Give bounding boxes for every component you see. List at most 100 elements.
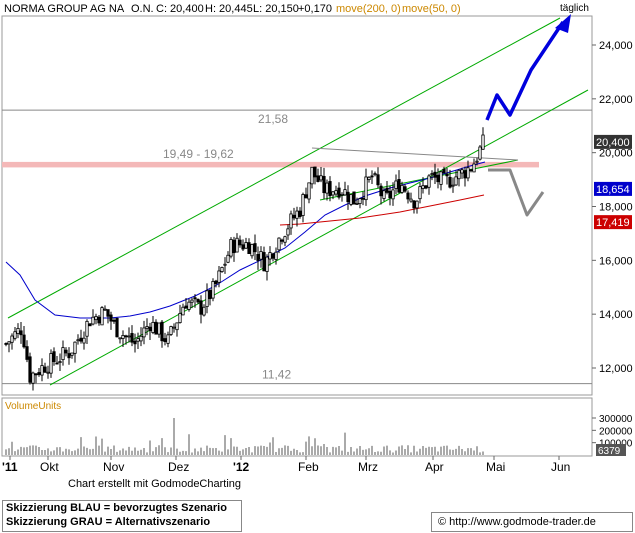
candle-body xyxy=(223,263,227,266)
candle-body xyxy=(160,321,164,342)
candle-body xyxy=(151,321,155,333)
candle-body xyxy=(208,289,212,300)
candle-body xyxy=(34,373,38,376)
candle-body xyxy=(82,337,86,344)
candle-body xyxy=(25,346,29,360)
resistance-zone xyxy=(2,161,539,168)
candle-body xyxy=(328,181,332,197)
y-tick-label: 14,000 xyxy=(599,309,633,321)
candle-body xyxy=(106,309,110,317)
change-value: +0,170 xyxy=(298,3,332,15)
y-tick-label: 18,000 xyxy=(599,202,633,214)
volume-tick-label: 300000 xyxy=(599,414,633,425)
ma50-line xyxy=(5,161,486,319)
x-tick-label: Okt xyxy=(40,460,59,474)
triangle-upper xyxy=(311,147,519,161)
candle-body xyxy=(481,134,485,150)
candle-body xyxy=(415,200,419,209)
y-tick-label: 24,000 xyxy=(599,40,633,52)
candle-body xyxy=(361,197,365,200)
candle-body xyxy=(349,194,353,205)
candle-body xyxy=(169,326,173,335)
chart-credit: Chart erstellt mit GodmodeCharting xyxy=(68,478,242,490)
candle-body xyxy=(202,306,206,316)
candle-body xyxy=(226,254,230,263)
candle-body xyxy=(463,170,467,179)
candle-body xyxy=(331,191,335,196)
candle-body xyxy=(166,334,170,344)
candle-body xyxy=(277,237,281,251)
candle-body xyxy=(304,194,308,199)
x-tick-label: Dez xyxy=(168,460,189,474)
candle-body xyxy=(448,176,452,188)
candle-body xyxy=(19,330,23,336)
ma200-label: move(200, 0) xyxy=(336,3,401,15)
candle-body xyxy=(31,372,35,384)
source-url[interactable]: http://www.godmode-trader.de xyxy=(449,516,596,528)
candle-body xyxy=(127,335,131,338)
candle-body xyxy=(370,175,374,178)
source-link[interactable]: © http://www.godmode-trader.de xyxy=(431,512,633,532)
blue-scenario-arrowhead xyxy=(555,14,571,33)
level-label-resistance: 19,49 - 19,62 xyxy=(163,147,234,161)
candle-body xyxy=(385,187,389,193)
candle-body xyxy=(334,190,338,195)
candle-body xyxy=(61,347,65,361)
candle-body xyxy=(355,203,359,205)
candle-body xyxy=(265,256,269,272)
candle-body xyxy=(121,335,125,339)
candle-body xyxy=(217,270,221,283)
candle-body xyxy=(22,334,26,348)
price-tag xyxy=(594,181,632,196)
candle-body xyxy=(445,173,449,177)
candle-body xyxy=(289,213,293,229)
price-tag-label: 20,400 xyxy=(596,137,630,149)
candle-body xyxy=(280,239,284,242)
level-label-21-58: 21,58 xyxy=(258,112,288,126)
candle-body xyxy=(367,176,371,180)
candle-body xyxy=(256,254,260,261)
candle-body xyxy=(13,331,17,339)
y-tick-label: 22,000 xyxy=(599,94,633,106)
candle-body xyxy=(247,242,251,255)
level-label-11-42: 11,42 xyxy=(262,368,291,382)
candle-body xyxy=(271,253,275,259)
candle-body xyxy=(229,239,233,257)
candle-body xyxy=(244,242,248,249)
candle-body xyxy=(418,186,422,200)
candle-body xyxy=(286,228,290,236)
candle-body xyxy=(58,361,62,363)
candle-body xyxy=(301,194,305,216)
candle-body xyxy=(475,160,479,163)
candle-body xyxy=(460,169,464,174)
candle-body xyxy=(457,169,461,180)
candle-body xyxy=(115,317,119,338)
candle-body xyxy=(37,372,41,375)
candle-body xyxy=(322,175,326,194)
candle-body xyxy=(190,299,194,303)
candle-body xyxy=(400,184,404,193)
candle-body xyxy=(235,237,239,253)
y-tick-label: 12,000 xyxy=(599,363,633,375)
candle-body xyxy=(352,191,356,205)
candle-body xyxy=(268,252,272,260)
candle-body xyxy=(130,333,134,343)
candle-body xyxy=(274,251,278,260)
candle-body xyxy=(364,176,368,201)
candle-body xyxy=(379,185,383,197)
candle-body xyxy=(103,308,107,311)
candle-body xyxy=(91,316,95,325)
volume-tick-label: 200000 xyxy=(599,426,633,437)
x-tick-label: Mai xyxy=(486,460,505,474)
legend-gray: Skizzierung GRAU = Alternativszenario xyxy=(6,516,211,528)
candle-body xyxy=(472,163,476,173)
candle-body xyxy=(157,322,161,335)
candle-body xyxy=(199,300,203,315)
x-tick-label: Mrz xyxy=(358,460,378,474)
candle-body xyxy=(175,322,179,331)
candle-body xyxy=(118,337,122,340)
candle-body xyxy=(478,146,482,160)
candle-body xyxy=(211,281,215,299)
channel-upper xyxy=(7,17,561,319)
candle-body xyxy=(307,182,311,200)
